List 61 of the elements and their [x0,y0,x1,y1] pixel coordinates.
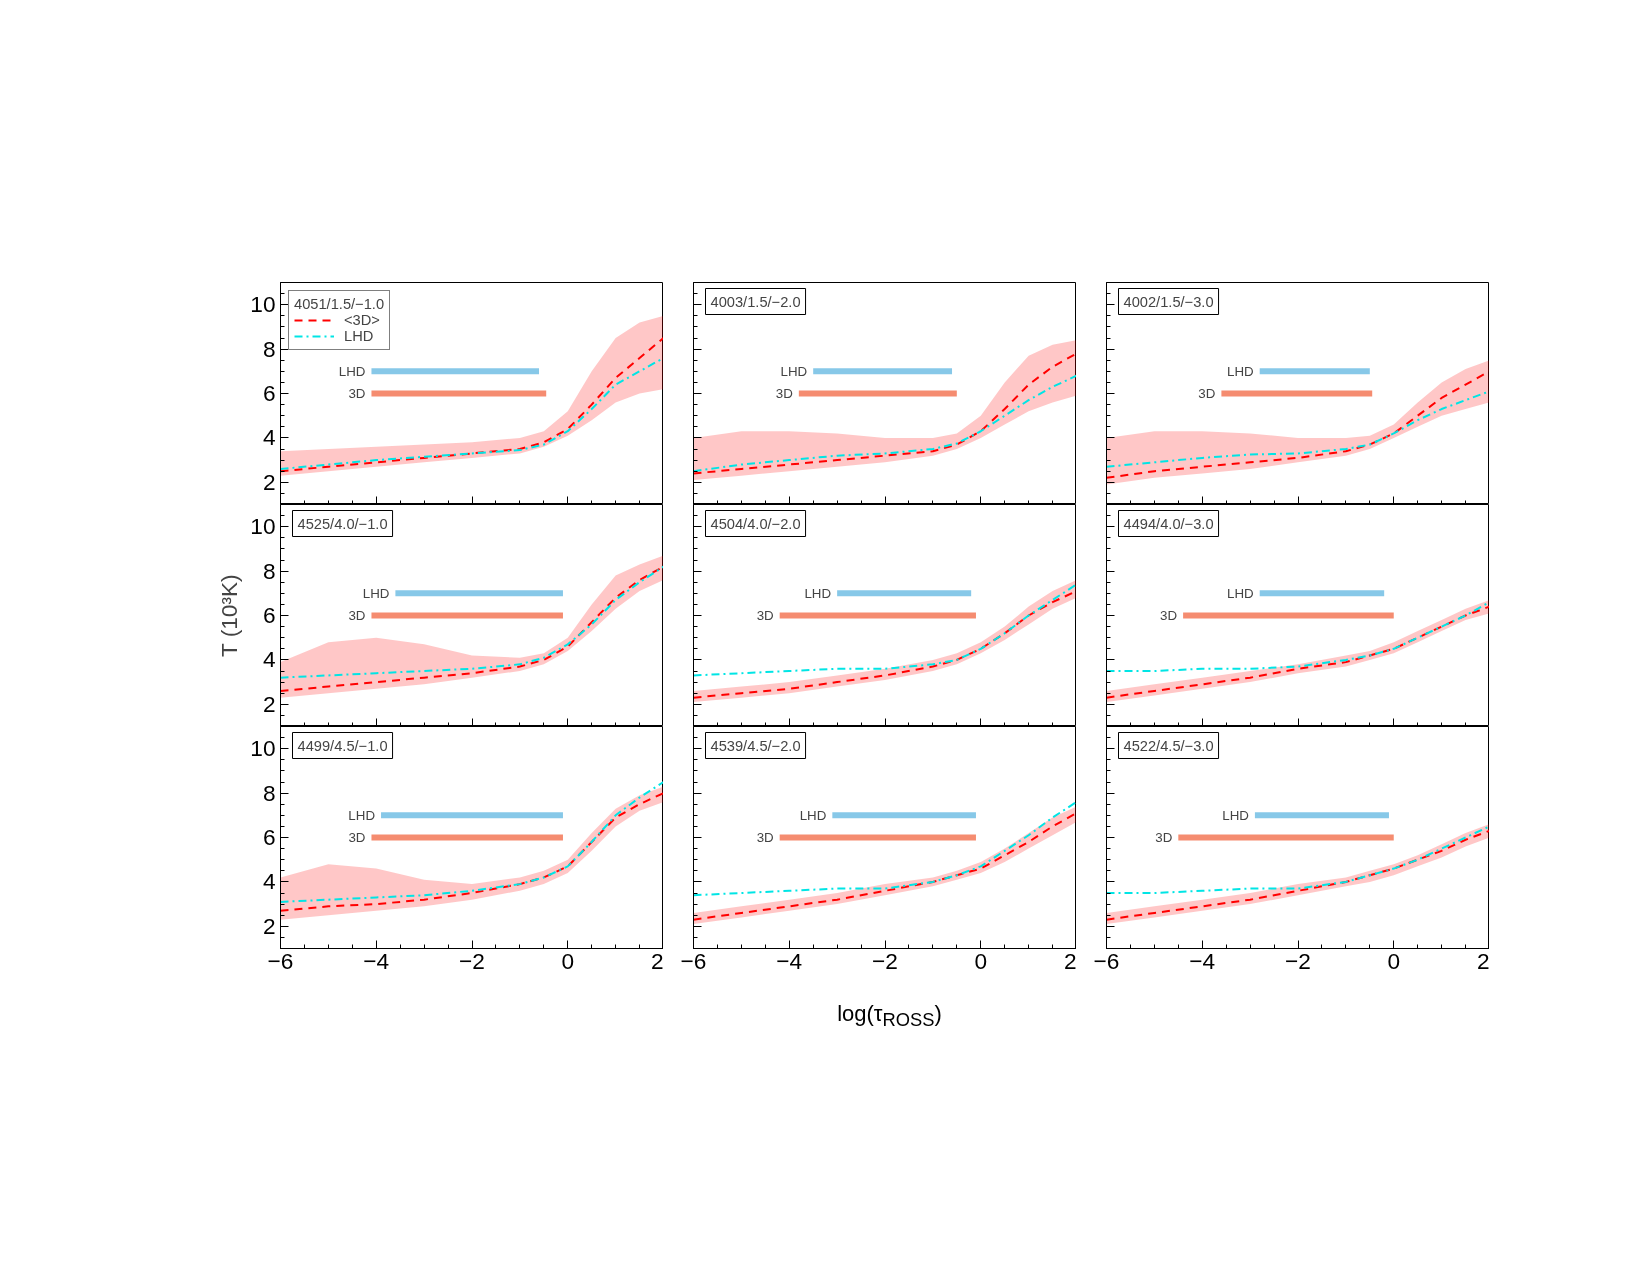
text: 4504/4.0/−2.0 [710,515,801,532]
x-tick-label: −4 [363,947,390,974]
x-tick-label: −2 [1285,947,1311,974]
x-tick-label: 0 [1387,947,1401,974]
y-tick-label: 10 [250,513,276,540]
text: 4003/1.5/−2.0 [710,293,801,310]
series-label: LHD [362,585,390,601]
x-axis-title: log(τ$_{ROSS}$) [837,1000,942,1033]
series-label: 3D [1155,830,1173,845]
text: 4494/4.0/−3.0 [1123,515,1214,532]
series-label: LHD [1227,363,1254,379]
y-tick-label: 8 [262,335,276,362]
text: 4525/4.0/−1.0 [297,515,388,532]
x-tick-label: 0 [561,947,575,974]
series-label: LHD [1222,807,1249,823]
series-label: 3D [1160,608,1178,623]
y-tick-label: 4 [262,646,276,673]
y-tick-label: 10 [250,291,276,318]
series-label: LHD [338,363,366,379]
text: 4002/1.5/−3.0 [1123,293,1214,310]
series-label: 3D [775,386,793,401]
y-tick-label: 2 [262,912,276,939]
series-label: 3D [1198,386,1216,401]
x-tick-label: −6 [1093,947,1120,974]
legend-label: <3D> [344,312,380,328]
x-tick-label: 2 [1476,947,1490,974]
x-tick-label: 2 [1063,947,1077,974]
series-label: LHD [804,585,832,601]
y-tick-label: 4 [262,424,276,451]
series-label: LHD [780,363,808,379]
y-tick-label: 6 [262,824,276,850]
series-label: 3D [756,830,774,845]
y-tick-label: 2 [262,468,276,495]
legend-title: 4051/1.5/−1.0 [294,296,385,312]
x-tick-label: −4 [776,947,803,974]
y-tick-label: 2 [262,690,276,717]
text: 4522/4.5/−3.0 [1123,737,1214,754]
y-tick-label: 4 [262,868,276,895]
x-tick-label: −6 [680,947,707,974]
series-label: LHD [799,807,827,823]
y-tick-label: 10 [250,735,276,762]
y-tick-label: 6 [262,380,276,406]
series-label: LHD [1227,585,1254,601]
series-label: 3D [756,608,774,623]
legend-label: LHD [344,328,374,344]
series-label: 3D [348,608,366,623]
y-tick-label: 6 [262,602,276,628]
x-tick-label: −6 [267,947,294,974]
x-tick-label: −2 [459,947,485,974]
x-tick-label: −2 [872,947,898,974]
y-tick-label: 8 [262,779,276,806]
y-axis-title: T (10³K) [216,574,243,658]
series-label: 3D [348,830,366,845]
x-tick-label: 0 [974,947,988,974]
series-label: 3D [348,386,366,401]
text: 4499/4.5/−1.0 [297,737,388,754]
series-label: LHD [348,807,376,823]
x-tick-label: 2 [650,947,664,974]
text: 4539/4.5/−2.0 [710,737,801,754]
x-tick-label: −4 [1189,947,1216,974]
y-tick-label: 8 [262,557,276,584]
